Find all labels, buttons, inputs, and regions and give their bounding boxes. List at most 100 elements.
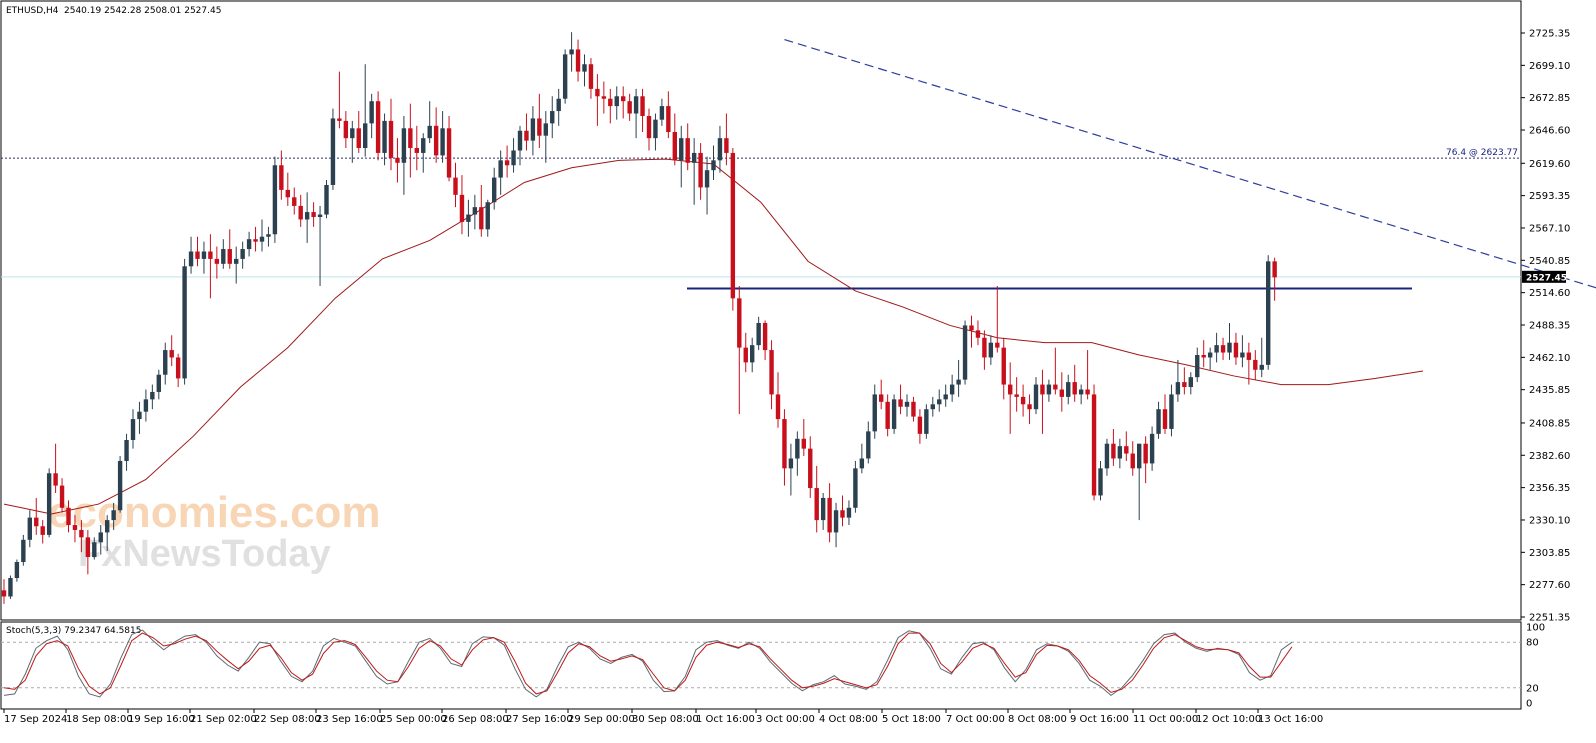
- candle-body: [117, 460, 123, 511]
- candlesticks: [1, 32, 1277, 604]
- candle-body: [659, 106, 665, 120]
- candle: [1014, 377, 1019, 412]
- candle: [1098, 460, 1103, 501]
- candle: [1240, 335, 1245, 368]
- candle: [653, 113, 658, 151]
- candle-body: [995, 342, 1000, 348]
- candle: [685, 123, 690, 171]
- candle: [640, 88, 645, 132]
- current-price-label: 2527.45: [1526, 273, 1567, 283]
- candle: [85, 529, 91, 575]
- candle: [143, 389, 149, 422]
- candle-body: [872, 394, 877, 432]
- candle: [962, 320, 968, 385]
- main-chart-frame: [0, 0, 1522, 621]
- symbol-label: ETHUSD,H4: [6, 6, 59, 16]
- stoch-axis-label: 80: [1526, 638, 1539, 649]
- price-tick-label: 2699.10: [1529, 61, 1570, 72]
- candle-body: [666, 106, 671, 132]
- candle-body: [311, 212, 316, 218]
- candle-body: [1059, 389, 1064, 397]
- candle: [1072, 364, 1077, 402]
- candle-body: [1020, 396, 1026, 405]
- candle-body: [827, 497, 832, 533]
- candle: [1117, 438, 1123, 469]
- candle: [1246, 342, 1252, 385]
- candle: [466, 199, 471, 237]
- candle: [105, 515, 110, 551]
- candle: [485, 199, 490, 237]
- candle-body: [550, 111, 555, 124]
- candle-body: [92, 542, 97, 558]
- candle-body: [46, 473, 52, 535]
- candle-body: [1272, 261, 1277, 278]
- candle: [614, 86, 619, 120]
- candle: [588, 58, 594, 99]
- candle-body: [356, 128, 361, 149]
- candle: [1085, 350, 1090, 400]
- candle: [917, 409, 923, 444]
- candle-body: [1220, 345, 1226, 353]
- time-tick-label: 19 Sep 16:00: [128, 714, 195, 725]
- candle: [885, 394, 890, 437]
- candle: [1001, 337, 1006, 400]
- candle-body: [885, 401, 890, 429]
- candle-body: [240, 249, 245, 259]
- candle-body: [227, 249, 232, 264]
- time-tick-label: 25 Sep 00:00: [380, 714, 447, 725]
- candle-body: [156, 374, 161, 392]
- candle: [730, 148, 736, 311]
- candle-body: [234, 258, 239, 264]
- candle: [737, 286, 742, 415]
- candle-body: [1188, 377, 1193, 388]
- candle: [666, 91, 671, 139]
- candle-body: [1040, 384, 1045, 395]
- candle: [1156, 401, 1161, 439]
- candle-body: [1085, 389, 1090, 395]
- candle: [724, 113, 729, 166]
- candle: [711, 145, 716, 181]
- candle: [182, 258, 187, 385]
- candle-body: [1266, 261, 1271, 365]
- candle-body: [298, 205, 303, 220]
- candle-body: [375, 101, 381, 153]
- candle-body: [782, 419, 787, 469]
- candle: [343, 111, 349, 149]
- candle: [1227, 322, 1232, 360]
- candle-body: [21, 539, 26, 562]
- candle-body: [1169, 394, 1174, 429]
- candle: [266, 226, 271, 247]
- candle-body: [814, 488, 819, 521]
- candle: [911, 396, 916, 422]
- candle-body: [982, 337, 987, 358]
- candle-body: [866, 431, 871, 459]
- candle-body: [1066, 382, 1071, 397]
- descending-trendline[interactable]: [784, 39, 1596, 480]
- candle: [111, 502, 116, 530]
- candle: [46, 468, 52, 538]
- time-tick-label: 21 Sep 02:00: [190, 714, 257, 725]
- candle-body: [433, 125, 439, 156]
- candle: [537, 93, 542, 149]
- candle-body: [130, 419, 136, 441]
- candle: [904, 394, 910, 417]
- candle-body: [1078, 389, 1084, 395]
- time-tick-label: 13 Oct 16:00: [1258, 714, 1323, 725]
- candle-body: [543, 123, 548, 136]
- candle-body: [517, 130, 523, 151]
- candle-body: [485, 202, 490, 230]
- candle: [446, 115, 452, 182]
- price-tick-label: 2408.85: [1529, 418, 1570, 429]
- time-tick-label: 26 Sep 08:00: [442, 714, 509, 725]
- candle-body: [369, 101, 374, 124]
- candle: [820, 492, 826, 530]
- oscillator-title: Stoch(5,3,3) 79.2347 64.5815: [6, 626, 141, 636]
- candle-body: [1175, 382, 1181, 395]
- candle-body: [8, 578, 13, 597]
- candle: [208, 234, 213, 299]
- candle-body: [1227, 342, 1232, 353]
- watermark-fxnewstoday: FxNewsToday: [78, 533, 331, 575]
- candle-body: [891, 399, 897, 429]
- candle: [388, 98, 394, 171]
